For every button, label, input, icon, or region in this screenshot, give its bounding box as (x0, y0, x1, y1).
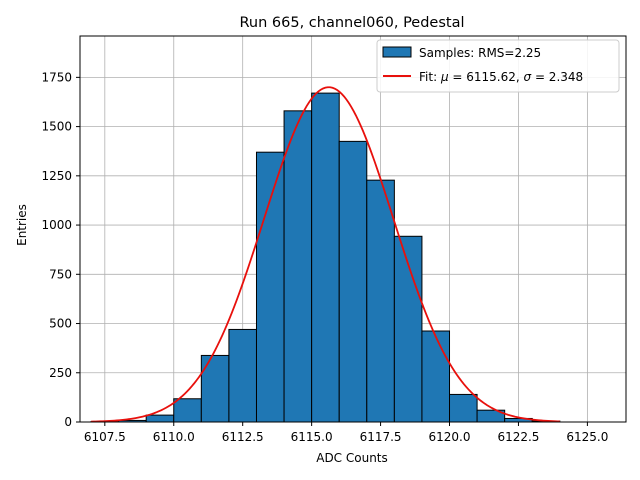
x-tick-label: 6107.5 (84, 430, 126, 444)
legend-fit-prefix: Fit: (419, 70, 441, 84)
histogram-bar (200, 354, 230, 423)
histogram-bar (228, 328, 257, 423)
y-tick-label: 1500 (41, 120, 72, 134)
legend: Samples: RMS=2.25 Fit: μ = 6115.62, σ = … (376, 39, 620, 93)
x-tick-label: 6110.0 (153, 430, 195, 444)
x-tick-label: 6112.5 (222, 430, 264, 444)
y-tick-label: 1000 (41, 218, 72, 232)
y-axis-label: Entries (15, 204, 29, 246)
histogram-bar (255, 151, 285, 423)
y-axis-ticks: 0 250 500 750 1000 1250 1500 1750 (41, 70, 80, 429)
fit-curve (91, 86, 560, 423)
y-tick-label: 250 (49, 366, 72, 380)
x-axis-label: ADC Counts (316, 451, 388, 465)
histogram-bar (366, 179, 395, 423)
histogram-bar (311, 92, 340, 423)
histogram-bar (283, 110, 313, 423)
histogram-bars (90, 92, 561, 423)
histogram-bar (173, 398, 202, 423)
x-tick-label: 6117.5 (360, 430, 402, 444)
legend-samples-swatch (382, 46, 412, 58)
histogram-bar (421, 330, 451, 423)
fit-curve-layer (91, 86, 560, 423)
chart-title: Run 665, channel060, Pedestal (239, 15, 464, 31)
histogram-bar (145, 414, 175, 423)
y-tick-label: 500 (49, 317, 72, 331)
y-tick-label: 1750 (41, 70, 72, 84)
y-tick-label: 1250 (41, 169, 72, 183)
y-tick-label: 750 (49, 267, 72, 281)
legend-fit-sigma-value: = 2.348 (531, 70, 583, 84)
x-tick-label: 6115.0 (291, 430, 333, 444)
legend-fit-mu-value: = 6115.62, (449, 70, 524, 84)
legend-fit-mu-symbol: μ (440, 70, 449, 84)
histogram-bar (449, 393, 478, 423)
histogram-bar (393, 235, 423, 423)
legend-fit-sigma-symbol: σ (524, 70, 532, 84)
x-tick-label: 6125.0 (566, 430, 608, 444)
legend-samples-label: Samples: RMS=2.25 (419, 46, 541, 60)
legend-box (376, 39, 620, 93)
y-tick-label: 0 (64, 415, 72, 429)
legend-fit-label: Fit: μ = 6115.62, σ = 2.348 (419, 70, 583, 84)
axes-frame (79, 35, 627, 423)
histogram-bar (338, 140, 368, 423)
x-tick-label: 6120.0 (429, 430, 471, 444)
x-axis-ticks: 6107.5 6110.0 6112.5 6115.0 6117.5 6120.0 6122… (84, 422, 608, 444)
x-tick-label: 6122.5 (497, 430, 539, 444)
